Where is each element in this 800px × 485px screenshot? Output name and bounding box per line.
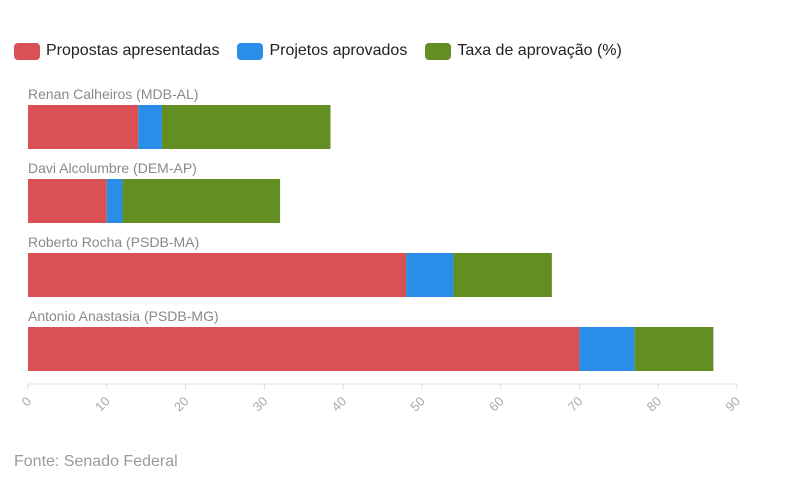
category-label: Roberto Rocha (PSDB-MA) (28, 234, 199, 250)
x-tick-label: 20 (171, 394, 192, 415)
x-tick-label: 80 (644, 394, 665, 415)
bar-segment (453, 253, 552, 297)
x-tick-label: 70 (565, 394, 586, 415)
category-label: Renan Calheiros (MDB-AL) (28, 86, 198, 102)
legend-label: Taxa de aprovação (%) (457, 42, 622, 59)
bar-segment (28, 327, 580, 371)
bar-segment (161, 105, 331, 149)
bar-segment (406, 253, 454, 297)
legend-swatch (14, 42, 40, 60)
legend-swatch (425, 42, 452, 60)
bar-segment (579, 327, 635, 371)
bar-segment (122, 179, 281, 223)
category-label: Antonio Anastasia (PSDB-MG) (28, 308, 219, 324)
x-tick-label: 0 (18, 394, 34, 410)
source-note: Fonte: Senado Federal (14, 453, 178, 470)
bar-segment (634, 327, 714, 371)
x-tick-label: 90 (722, 394, 743, 415)
x-tick-label: 60 (486, 394, 507, 415)
category-label: Davi Alcolumbre (DEM-AP) (28, 160, 197, 176)
legend-label: Propostas apresentadas (46, 42, 220, 59)
bar-segment (28, 253, 407, 297)
bar-segment (106, 179, 123, 223)
legend-item-taxa[interactable]: Taxa de aprovação (%) (425, 42, 622, 60)
bar-segment (28, 105, 139, 149)
x-tick-label: 50 (407, 394, 428, 415)
legend-swatch (237, 42, 264, 60)
bar-segment (28, 179, 107, 223)
x-tick-label: 40 (328, 394, 349, 415)
x-tick-label: 30 (250, 394, 271, 415)
legend-item-aprovados[interactable]: Projetos aprovados (237, 42, 407, 60)
x-tick-label: 10 (92, 394, 113, 415)
bar-segment (138, 105, 162, 149)
legend: Propostas apresentadas Projetos aprovado… (14, 42, 622, 60)
legend-label: Projetos aprovados (269, 42, 408, 59)
legend-item-propostas[interactable]: Propostas apresentadas (14, 42, 219, 60)
